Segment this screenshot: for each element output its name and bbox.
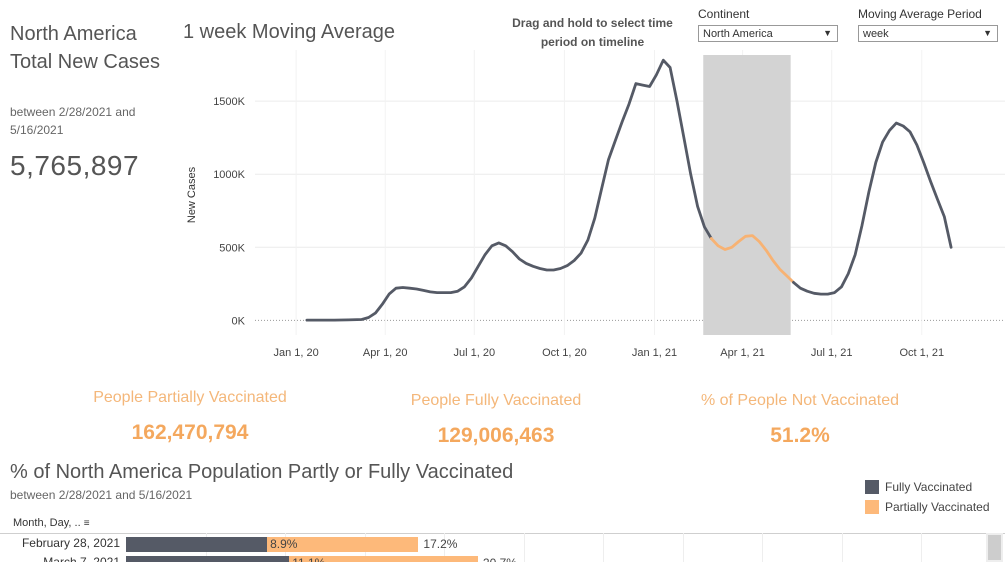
- kpi-fully-value: 129,006,463: [437, 424, 555, 447]
- bar-row-label: March 7, 2021: [43, 555, 120, 562]
- ma-period-dropdown-value: week: [863, 28, 889, 40]
- bar-partial-data-label: 11.1%: [292, 556, 325, 562]
- gridline: [841, 533, 843, 562]
- y-tick-label: 1000K: [213, 169, 245, 181]
- timeline-drag-hint: Drag and hold to select time period on t…: [512, 16, 673, 49]
- gridline: [682, 533, 684, 562]
- x-tick-label: Apr 1, 20: [363, 347, 408, 359]
- column-header-label: Month, Day, ..: [13, 517, 81, 529]
- total-cases-title: North America Total New Cases: [10, 23, 161, 73]
- line-chart-title: 1 week Moving Average: [183, 21, 395, 43]
- chevron-down-icon: ▼: [983, 28, 992, 38]
- timeline-selection-range[interactable]: [703, 55, 791, 335]
- chart-gridlines: [255, 50, 1005, 335]
- continent-label: Continent: [698, 7, 750, 21]
- column-header[interactable]: Month, Day, .. ≡: [13, 517, 90, 529]
- bar-partially-vaccinated[interactable]: [289, 556, 478, 562]
- legend-item-fully: Fully Vaccinated: [865, 480, 1005, 494]
- legend-item-partially: Partially Vaccinated: [865, 500, 1005, 514]
- x-tick-label: Jan 1, 21: [632, 347, 677, 359]
- y-tick-label: 1500K: [213, 96, 245, 108]
- gridline: [523, 533, 525, 562]
- bar-fully-vaccinated[interactable]: [126, 537, 268, 552]
- x-tick-label: Jan 1, 20: [273, 347, 318, 359]
- x-tick-label: Jul 1, 20: [454, 347, 496, 359]
- vaccination-section-title: % of North America Population Partly or …: [10, 461, 514, 483]
- sort-icon[interactable]: ≡: [83, 518, 90, 529]
- bar-partial-data-label: 8.9%: [270, 537, 298, 551]
- scrollbar-thumb[interactable]: [988, 535, 1001, 560]
- bar-rows: February 28, 2021 8.9% 17.2% March 7, 2021 1…: [0, 533, 1005, 562]
- x-axis-ticks: Jan 1, 20 Apr 1, 20 Jul 1, 20 Oct 1, 20 Jan …: [273, 347, 944, 359]
- series-lines: [305, 58, 953, 322]
- continent-dropdown[interactable]: North America ▼: [698, 25, 838, 42]
- y-axis-label: New Cases: [186, 166, 198, 223]
- bar-row-label: February 28, 2021: [21, 536, 120, 550]
- bar-fully-vaccinated[interactable]: [126, 556, 290, 562]
- ma-period-dropdown[interactable]: week ▼: [858, 25, 998, 42]
- vaccination-bar-chart: February 28, 2021 8.9% 17.2% March 7, 2021 1…: [0, 533, 1005, 562]
- kpi-partially-label: People Partially Vaccinated: [93, 389, 287, 406]
- kpi-partially-value: 162,470,794: [131, 421, 249, 444]
- continent-dropdown-value: North America: [703, 28, 773, 40]
- gridline: [444, 533, 445, 562]
- y-tick-label: 500K: [219, 242, 245, 254]
- gridline: [921, 533, 922, 562]
- x-tick-label: Apr 1, 21: [720, 347, 765, 359]
- cases-line: [305, 58, 713, 322]
- legend-label-fully: Fully Vaccinated: [885, 480, 973, 494]
- y-axis-ticks: 0K 500K 1000K 1500K: [213, 96, 245, 327]
- x-tick-label: Oct 1, 21: [899, 347, 944, 359]
- x-tick-label: Oct 1, 20: [542, 347, 587, 359]
- gridline: [603, 533, 604, 562]
- kpi-fully-label: People Fully Vaccinated: [410, 392, 582, 409]
- gridline: [762, 533, 763, 562]
- cases-line: [792, 121, 953, 296]
- header-divider: [0, 533, 1005, 534]
- moving-average-line-chart[interactable]: 0K 500K 1000K 1500K Jan 1, 20 Apr 1, 20 Jul 1…: [180, 50, 1005, 370]
- scrollbar[interactable]: [986, 533, 1003, 562]
- total-cases-value: 5,765,897: [10, 150, 140, 181]
- legend-label-partially: Partially Vaccinated: [885, 500, 990, 514]
- y-tick-label: 0K: [232, 315, 246, 327]
- bar-total-data-label: 17.2%: [423, 537, 458, 551]
- bar-partially-vaccinated[interactable]: [267, 537, 419, 552]
- vaccination-date-range: between 2/28/2021 and 5/16/2021: [10, 488, 193, 502]
- x-tick-label: Jul 1, 21: [811, 347, 853, 359]
- ma-period-label: Moving Average Period: [858, 7, 982, 21]
- total-cases-date-range: between 2/28/2021 and 5/16/2021: [10, 105, 136, 137]
- bar-total-data-label: 20.7%: [483, 556, 517, 562]
- kpi-not-vaccinated-label: % of People Not Vaccinated: [700, 392, 900, 409]
- legend-swatch-fully: [865, 480, 879, 494]
- kpi-not-vaccinated-value: 51.2%: [770, 424, 830, 447]
- selected-period-line: [709, 234, 795, 284]
- legend-swatch-partially: [865, 500, 879, 514]
- chevron-down-icon: ▼: [823, 28, 832, 38]
